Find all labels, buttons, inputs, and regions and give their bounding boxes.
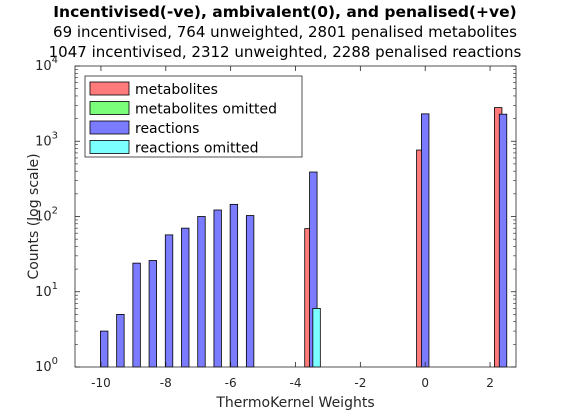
bar-reactions: [229, 203, 239, 368]
chart-title: Incentivised(-ve), ambivalent(0), and pe…: [53, 3, 517, 21]
x-tick-label: -6: [225, 376, 237, 390]
legend-swatch-metabolites: [89, 81, 130, 96]
x-tick-label: 2: [486, 376, 494, 390]
x-tick-label: -8: [160, 376, 172, 390]
chart-subtitle-metabolites: 69 incentivised, 764 unweighted, 2801 pe…: [53, 23, 517, 41]
legend-label-reactions: reactions: [135, 121, 199, 137]
bar-reactions: [213, 209, 222, 368]
bar-reactions: [498, 113, 508, 368]
bar-reactions: [148, 260, 157, 368]
y-axis-label: Counts (log scale): [26, 153, 42, 279]
y-tick-label: 104: [35, 55, 58, 74]
y-tick-label: 102: [35, 206, 58, 225]
bar-reactions: [197, 216, 206, 368]
bar-reactions: [132, 262, 141, 368]
chart-subtitle-reactions: 1047 incentivised, 2312 unweighted, 2288…: [48, 43, 522, 61]
legend-swatch-reactions: [89, 120, 130, 135]
legend-label-metabolites: metabolites: [135, 82, 218, 98]
bar-reactions-omitted: [312, 308, 321, 368]
x-axis-label: ThermoKernel Weights: [215, 395, 374, 411]
legend-swatch-reactions-omitted: [89, 140, 130, 154]
bar-reactions: [181, 227, 190, 368]
bar-reactions: [421, 113, 430, 368]
y-tick-label: 103: [35, 130, 58, 149]
legend-swatch-metabolites-omitted: [89, 101, 130, 115]
bar-reactions: [100, 330, 109, 368]
bar-reactions: [116, 314, 125, 368]
legend-label-reactions-omitted: reactions omitted: [135, 141, 258, 157]
bar-reactions: [245, 215, 255, 368]
x-tick-label: -4: [290, 376, 302, 390]
y-tick-label: 100: [35, 356, 58, 375]
x-tick-label: -10: [91, 376, 111, 390]
legend-label-metabolites-omitted: metabolites omitted: [135, 102, 277, 118]
x-tick-label: 0: [421, 376, 429, 390]
y-tick-label: 101: [35, 281, 58, 300]
x-tick-label: -2: [354, 376, 366, 390]
bar-reactions: [164, 234, 174, 368]
